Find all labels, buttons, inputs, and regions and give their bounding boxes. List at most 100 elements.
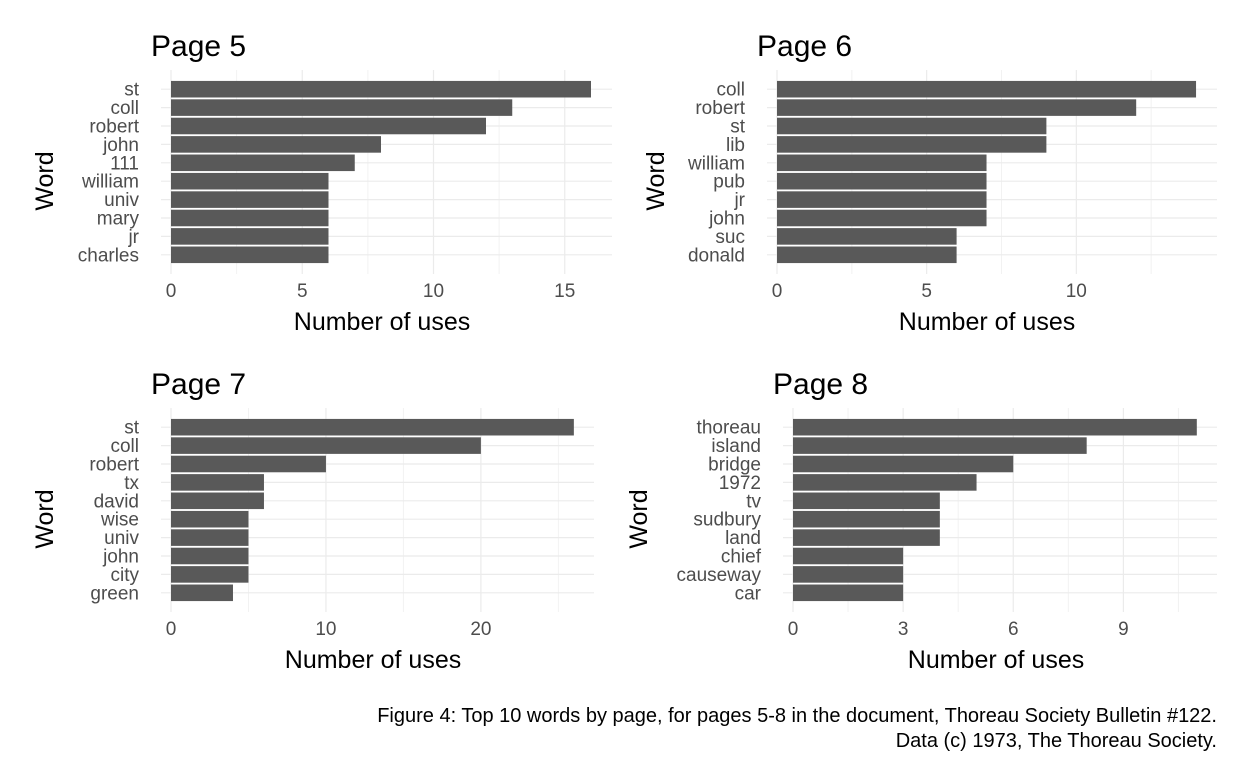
bar-land bbox=[793, 529, 940, 546]
y-tick-label: 111 bbox=[110, 153, 139, 174]
x-tick-label: 10 bbox=[423, 281, 444, 302]
bar-bridge bbox=[793, 455, 1014, 473]
y-tick-label: green bbox=[90, 583, 139, 604]
y-tick-label: coll bbox=[110, 98, 139, 119]
bar-thoreau bbox=[793, 418, 1197, 436]
bar-robert bbox=[777, 99, 1137, 116]
x-tick-label: 5 bbox=[921, 281, 932, 302]
bar-david bbox=[171, 492, 264, 510]
y-tick-label: william bbox=[687, 153, 745, 174]
y-tick-label: 1972 bbox=[719, 473, 761, 494]
y-tick-label: univ bbox=[104, 190, 139, 211]
y-tick-label: car bbox=[735, 583, 762, 604]
x-tick-label: 5 bbox=[297, 281, 308, 302]
y-tick-label: land bbox=[725, 528, 761, 549]
bar-pub bbox=[777, 172, 987, 190]
y-tick-label: st bbox=[124, 80, 140, 101]
chart-title: Page 7 bbox=[151, 368, 246, 401]
y-tick-label: robert bbox=[89, 117, 139, 138]
y-tick-label: coll bbox=[110, 436, 139, 457]
y-tick-label: suc bbox=[715, 227, 745, 248]
figure-canvas: stcollrobertjohn111williamunivmaryjrchar… bbox=[31, 30, 1217, 674]
y-axis-label: Word bbox=[642, 151, 670, 210]
x-tick-label: 9 bbox=[1118, 619, 1129, 640]
bar-charles bbox=[171, 246, 329, 264]
y-axis-label: Word bbox=[31, 151, 59, 210]
y-tick-label: univ bbox=[104, 528, 139, 549]
y-tick-label: coll bbox=[716, 80, 745, 101]
chart-title: Page 5 bbox=[151, 30, 246, 63]
chart-panel-3: stcollroberttxdavidwiseunivjohncitygreen… bbox=[31, 368, 594, 674]
bar-st bbox=[171, 80, 591, 98]
chart-title: Page 8 bbox=[773, 368, 868, 401]
y-tick-label: wise bbox=[100, 510, 139, 531]
bar-robert bbox=[171, 455, 326, 473]
bar-mary bbox=[171, 209, 329, 227]
bar-green bbox=[171, 584, 233, 602]
x-tick-label: 10 bbox=[1066, 281, 1087, 302]
bar-univ bbox=[171, 191, 329, 208]
y-tick-label: sudbury bbox=[693, 510, 761, 531]
bar-jr bbox=[171, 228, 329, 245]
bar-jr bbox=[777, 191, 987, 208]
y-tick-label: lib bbox=[726, 135, 745, 156]
bar-1972 bbox=[793, 474, 977, 491]
chart-panel-1: stcollrobertjohn111williamunivmaryjrchar… bbox=[31, 30, 612, 336]
x-tick-label: 0 bbox=[788, 619, 799, 640]
y-tick-label: chief bbox=[721, 547, 762, 568]
bar-coll bbox=[171, 99, 513, 116]
y-tick-label: thoreau bbox=[697, 418, 761, 439]
bar-wise bbox=[171, 510, 249, 528]
x-tick-label: 15 bbox=[554, 281, 575, 302]
x-tick-label: 0 bbox=[772, 281, 783, 302]
x-tick-label: 20 bbox=[470, 619, 491, 640]
x-tick-label: 3 bbox=[898, 619, 909, 640]
x-axis-label: Number of uses bbox=[899, 308, 1075, 336]
y-tick-label: tx bbox=[124, 473, 139, 494]
figure-caption: Figure 4: Top 10 words by page, for page… bbox=[377, 704, 1217, 754]
bar-coll bbox=[777, 80, 1197, 98]
y-tick-label: robert bbox=[695, 98, 745, 119]
y-tick-label: john bbox=[708, 209, 745, 230]
y-tick-label: st bbox=[124, 418, 140, 439]
chart-panel-4: thoreauislandbridge1972tvsudburylandchie… bbox=[625, 368, 1217, 674]
bar-island bbox=[793, 437, 1087, 454]
bar-univ bbox=[171, 529, 249, 546]
bar-causeway bbox=[793, 566, 904, 583]
y-tick-label: donald bbox=[688, 245, 745, 266]
y-tick-label: jr bbox=[733, 190, 745, 211]
bar-st bbox=[777, 117, 1047, 135]
y-tick-label: tv bbox=[746, 491, 761, 512]
bar-st bbox=[171, 418, 574, 436]
x-axis-label: Number of uses bbox=[908, 646, 1084, 674]
caption-line-1: Figure 4: Top 10 words by page, for page… bbox=[377, 705, 1217, 727]
x-tick-label: 0 bbox=[166, 619, 177, 640]
y-tick-label: mary bbox=[97, 209, 140, 230]
x-tick-label: 0 bbox=[166, 281, 177, 302]
y-tick-label: charles bbox=[78, 245, 139, 266]
bar-john bbox=[171, 136, 381, 153]
bar-john bbox=[171, 547, 249, 565]
x-axis-label: Number of uses bbox=[294, 308, 470, 336]
bar-suc bbox=[777, 228, 957, 245]
bar-chief bbox=[793, 547, 904, 565]
bar-tv bbox=[793, 492, 940, 510]
bar-tx bbox=[171, 474, 264, 491]
y-tick-label: island bbox=[711, 436, 761, 457]
bar-william bbox=[171, 172, 329, 190]
y-tick-label: john bbox=[102, 547, 139, 568]
caption-line-2: Data (c) 1973, The Thoreau Society. bbox=[895, 730, 1217, 752]
x-tick-label: 6 bbox=[1008, 619, 1019, 640]
y-axis-label: Word bbox=[31, 489, 59, 548]
bar-111 bbox=[171, 154, 355, 172]
bar-coll bbox=[171, 437, 481, 454]
y-tick-label: causeway bbox=[677, 565, 762, 586]
y-tick-label: robert bbox=[89, 455, 139, 476]
bar-city bbox=[171, 566, 249, 583]
bar-donald bbox=[777, 246, 957, 264]
y-tick-label: bridge bbox=[708, 455, 761, 476]
y-tick-label: john bbox=[102, 135, 139, 156]
bar-car bbox=[793, 584, 904, 602]
bar-lib bbox=[777, 136, 1047, 153]
chart-panel-2: collrobertstlibwilliampubjrjohnsucdonald… bbox=[642, 30, 1217, 336]
